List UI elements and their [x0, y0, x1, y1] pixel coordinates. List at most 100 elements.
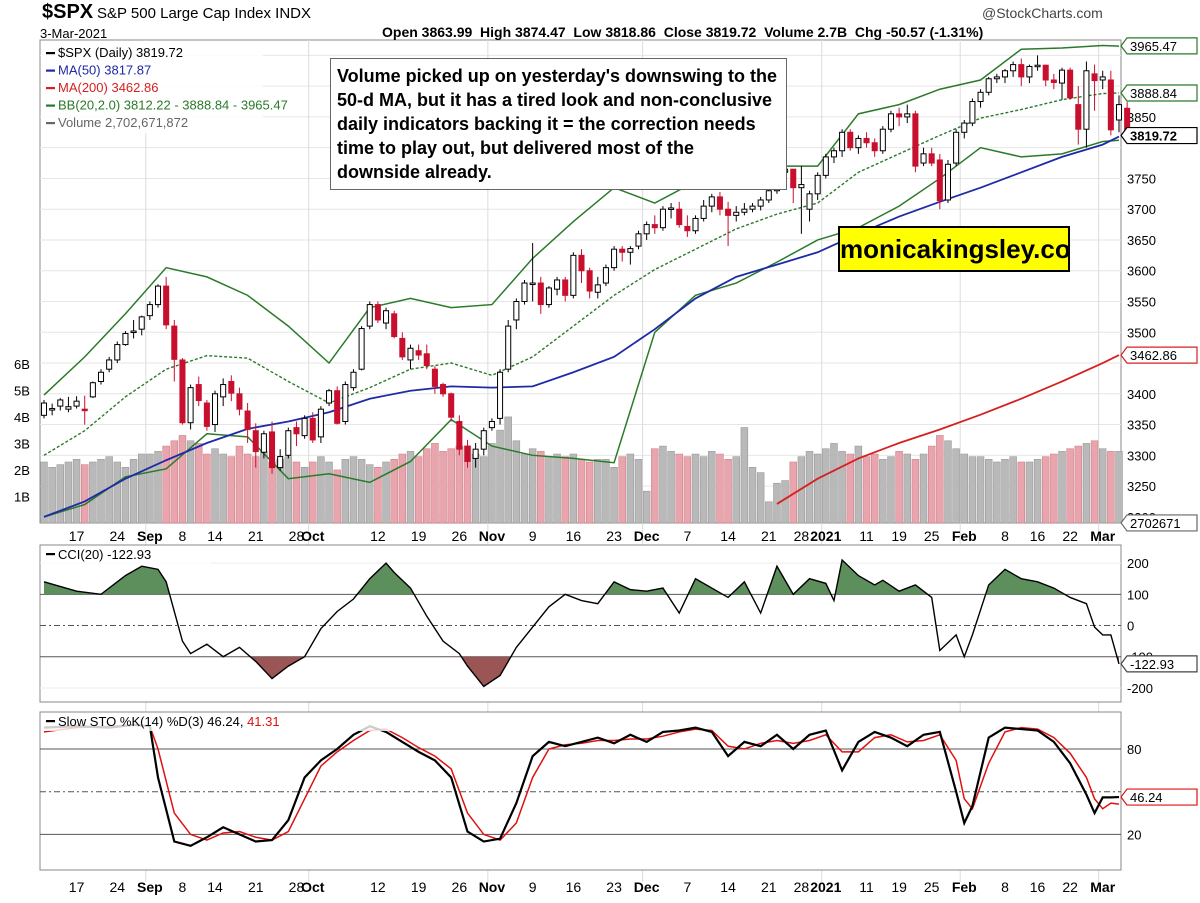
- price-x-label: 16: [1030, 528, 1046, 544]
- price-flag-label: 3462.86: [1130, 348, 1177, 363]
- volume-bar: [260, 451, 268, 524]
- volume-bar: [699, 456, 708, 524]
- candle-body: [635, 233, 642, 247]
- legend-swatch: [46, 104, 55, 107]
- candle-body: [203, 402, 210, 427]
- volume-bar: [195, 443, 203, 524]
- volume-bar: [455, 445, 464, 524]
- volume-bar: [480, 456, 488, 524]
- price-tick-label: 3600: [1127, 264, 1156, 279]
- candle-body: [415, 350, 422, 356]
- candle-body: [570, 254, 577, 296]
- volume-bar: [691, 453, 700, 524]
- candle-body: [252, 430, 259, 453]
- cci-flag-label: -122.93: [1130, 657, 1174, 672]
- candle-body: [505, 325, 512, 370]
- annotation-box: Volume picked up on yesterday's downswin…: [330, 58, 787, 190]
- price-flag-frame: [1120, 514, 1198, 532]
- price-x-label: 28: [289, 528, 305, 544]
- candle-body: [855, 137, 862, 149]
- volume-bar: [585, 461, 594, 524]
- candle-body: [977, 91, 984, 103]
- candle-body: [806, 193, 813, 210]
- volume-tick-label: 5B: [14, 383, 30, 398]
- candle-body: [488, 420, 495, 429]
- volume-tick-label: 1B: [14, 489, 30, 504]
- candle-body: [269, 431, 276, 469]
- cci-flag-frame: [1120, 655, 1198, 673]
- candle-body: [244, 410, 251, 430]
- candle-body: [1075, 104, 1082, 130]
- price-x-label: 8: [1001, 528, 1009, 544]
- candle-body: [659, 208, 666, 229]
- candle-body: [798, 184, 805, 189]
- sto-x-label: 2021: [810, 879, 841, 895]
- sto-x-label: Oct: [301, 879, 325, 895]
- volume-bar: [683, 456, 692, 524]
- volume-bar: [602, 459, 610, 524]
- candle-body: [366, 304, 373, 327]
- candle-body: [448, 393, 455, 418]
- volume-bar: [903, 453, 911, 524]
- price-tick-label: 3700: [1127, 202, 1156, 217]
- price-x-label: 21: [248, 528, 264, 544]
- candle-body: [1050, 79, 1057, 83]
- price-flag-frame: [1120, 84, 1198, 102]
- candle-body: [904, 113, 911, 118]
- candle-body: [562, 279, 569, 296]
- candle-body: [431, 368, 438, 387]
- candle-body: [65, 406, 72, 410]
- candle-body: [716, 196, 723, 210]
- legend-entry: BB(20,2.0) 3812.22 - 3888.84 - 3965.47: [58, 98, 288, 113]
- volume-bar: [846, 453, 854, 524]
- price-x-label: 17: [69, 528, 85, 544]
- bollinger-middle: [43, 92, 1120, 456]
- candle-body: [350, 371, 357, 389]
- candle-body: [138, 316, 145, 330]
- candle-body: [733, 211, 740, 216]
- candle-body: [537, 282, 544, 306]
- volume-bar: [227, 456, 236, 524]
- price-x-label: 26: [452, 528, 468, 544]
- sto-x-label: 7: [683, 879, 691, 895]
- volume-bar: [895, 451, 903, 524]
- cci-legend-label: CCI(20) -122.93: [58, 547, 151, 562]
- price-x-label: 14: [207, 528, 223, 544]
- volume-bar: [651, 448, 659, 524]
- volume-bar: [805, 451, 814, 524]
- candle-body: [407, 347, 414, 361]
- sto-x-label: 8: [1001, 879, 1009, 895]
- volume-bar: [1041, 456, 1050, 524]
- volume-bar: [626, 453, 635, 524]
- candle-body: [985, 78, 992, 93]
- candle-body: [594, 284, 601, 293]
- chart-date: 3-Mar-2021: [40, 26, 108, 41]
- volume-bar: [64, 461, 73, 524]
- volume-bar: [138, 453, 146, 524]
- price-tick-label: 3750: [1127, 171, 1156, 186]
- candle-body: [472, 448, 479, 459]
- candle-body: [293, 427, 300, 435]
- sto-x-label: Feb: [952, 879, 977, 895]
- volume-bar: [366, 464, 374, 524]
- volume-bar: [284, 456, 293, 524]
- candle-body: [953, 131, 960, 164]
- candle-body: [1001, 70, 1009, 78]
- volume-tick-label: 6B: [14, 357, 30, 372]
- candle-body: [790, 168, 797, 189]
- candle-body: [73, 400, 80, 407]
- volume-bar: [374, 467, 382, 524]
- volume-bar: [708, 451, 716, 524]
- volume-bar: [325, 461, 333, 524]
- volume-bar: [732, 456, 740, 524]
- candle-body: [830, 150, 837, 158]
- candle-body: [187, 387, 194, 424]
- candle-body: [195, 384, 202, 402]
- volume-bar: [488, 443, 496, 524]
- volume-bar: [1017, 461, 1025, 524]
- volume-bar: [382, 461, 390, 524]
- volume-bar: [927, 445, 936, 524]
- candle-body: [317, 408, 324, 438]
- volume-bar: [423, 448, 431, 524]
- volume-bar: [887, 456, 895, 524]
